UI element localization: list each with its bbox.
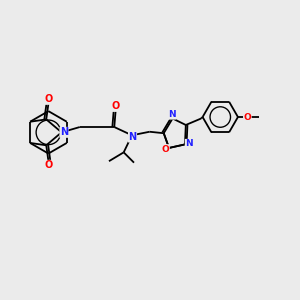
Text: N: N — [168, 110, 176, 119]
Text: O: O — [44, 160, 53, 170]
Text: O: O — [162, 145, 170, 154]
Text: N: N — [185, 139, 193, 148]
Text: O: O — [112, 101, 120, 111]
Text: N: N — [60, 127, 68, 137]
Text: O: O — [44, 94, 53, 104]
Text: N: N — [128, 132, 136, 142]
Text: O: O — [244, 112, 251, 122]
